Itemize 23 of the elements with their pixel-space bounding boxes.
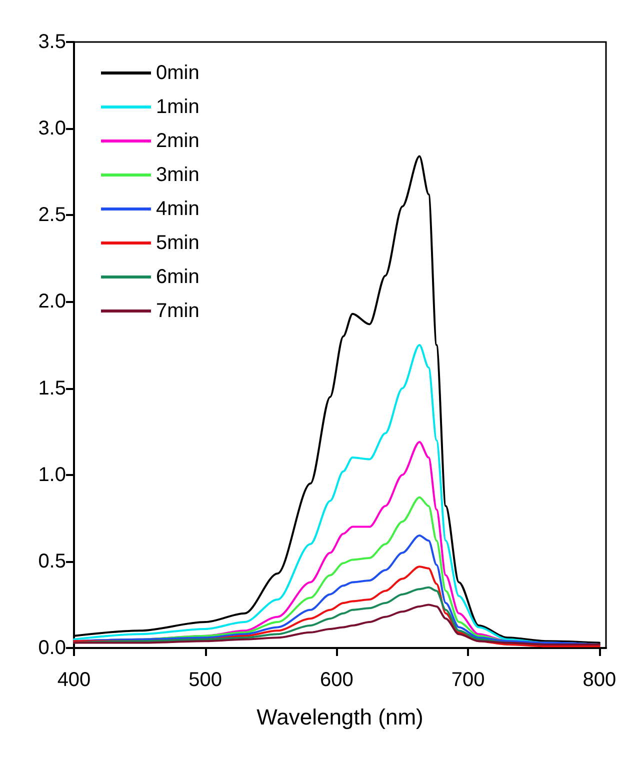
line-series (73, 604, 600, 646)
legend-label: 1min (156, 96, 200, 118)
y-tick-label: 2.5 (38, 204, 66, 226)
x-tick-label: 500 (188, 669, 222, 691)
legend-label: 2min (156, 130, 200, 152)
y-tick-label: 2.0 (38, 290, 66, 313)
x-tick-label: 700 (451, 669, 485, 691)
y-tick-label: 1.0 (38, 464, 66, 486)
legend-label: 0min (156, 62, 200, 84)
y-tick-label: 1.5 (38, 377, 66, 400)
y-tick-label: 3.0 (38, 118, 66, 140)
x-tick-label: 800 (582, 669, 616, 691)
y-tick-label: 0.5 (38, 550, 66, 572)
y-tick-label: 3.5 (38, 31, 66, 53)
y-tick-label: 0.0 (38, 637, 66, 659)
legend-label: 5min (156, 232, 200, 254)
legend-label: 4min (156, 198, 200, 220)
x-tick-label: 400 (57, 669, 91, 691)
x-axis-title: Wavelength (nm) (256, 704, 424, 730)
legend-label: 6min (156, 266, 200, 288)
x-tick-label: 600 (320, 669, 354, 691)
legend-label: 7min (156, 300, 200, 322)
legend-label: 3min (156, 164, 200, 186)
